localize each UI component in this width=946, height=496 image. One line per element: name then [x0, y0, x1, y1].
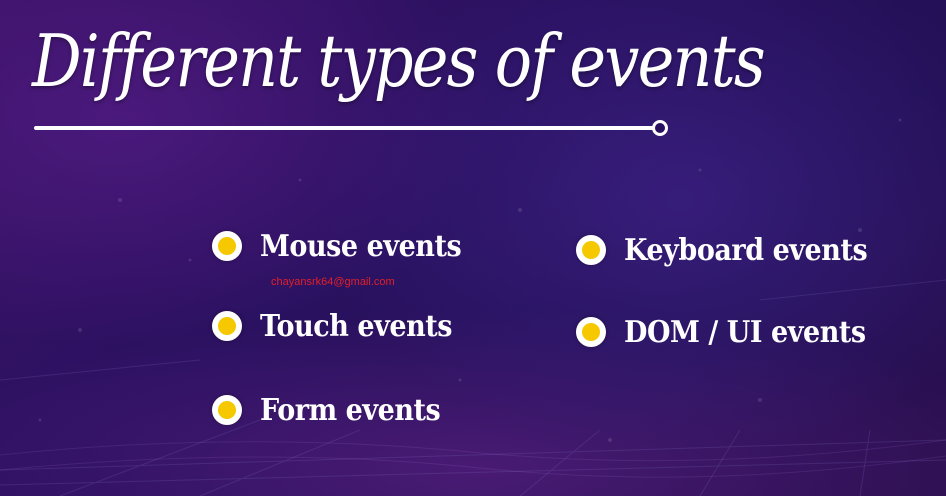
bullet-dot-icon	[576, 317, 606, 347]
list-item-dom-ui-events: DOM / UI events	[576, 310, 893, 354]
slide-title: Different types of events	[32, 19, 766, 103]
bullet-dot-icon	[212, 311, 242, 341]
item-label: Touch events	[260, 308, 453, 344]
item-label: Keyboard events	[624, 232, 868, 268]
list-item-mouse-events: Mouse events	[212, 224, 484, 268]
item-label: DOM / UI events	[624, 314, 866, 350]
bullet-dot-icon	[212, 395, 242, 425]
watermark-email: chayansrk64@gmail.com	[271, 276, 395, 288]
bullet-dot-icon	[576, 235, 606, 265]
title-underline	[34, 126, 656, 130]
list-item-touch-events: Touch events	[212, 304, 473, 348]
list-item-form-events: Form events	[212, 388, 460, 432]
bullet-dot-icon	[212, 231, 242, 261]
circle-endpoint-icon	[652, 120, 668, 136]
item-label: Form events	[260, 392, 441, 428]
item-label: Mouse events	[260, 228, 462, 264]
list-item-keyboard-events: Keyboard events	[576, 228, 894, 272]
